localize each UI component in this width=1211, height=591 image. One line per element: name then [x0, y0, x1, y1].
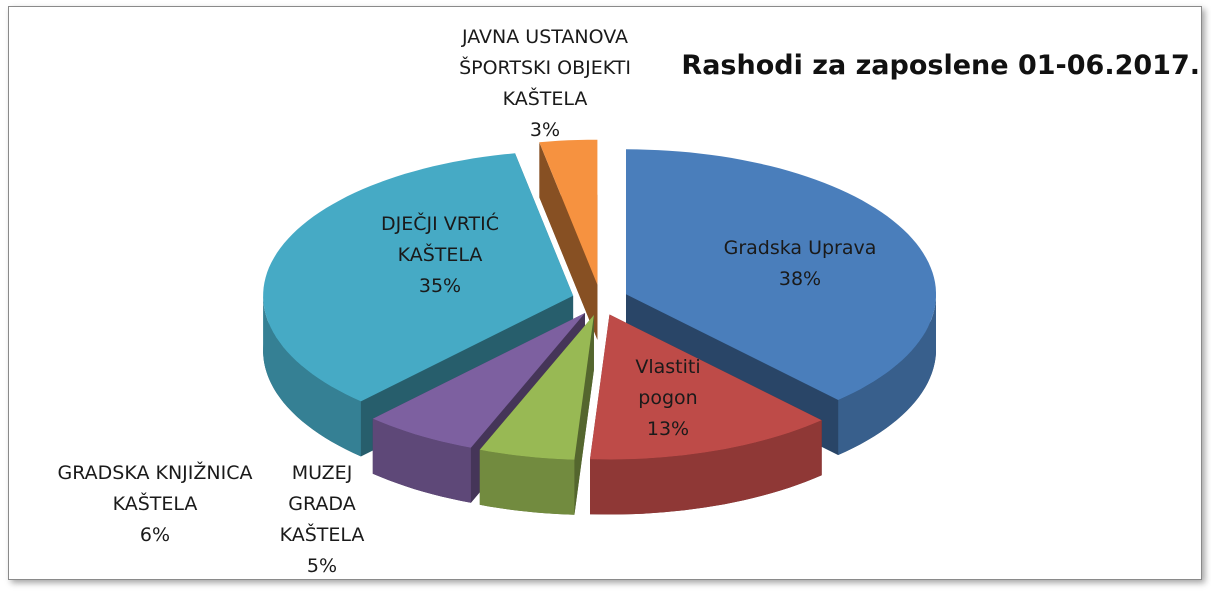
slice-outer-wall [479, 449, 575, 515]
value-label: 6% [139, 524, 171, 546]
slice-outer-wall [372, 418, 471, 503]
slice-radial-wall [539, 142, 598, 340]
value-label: 13% [646, 418, 690, 440]
slice [539, 139, 598, 340]
slice-outer-wall [263, 295, 361, 457]
slice-outer-wall [838, 294, 936, 455]
category-label: Vlastiti pogon [635, 356, 701, 409]
data-label: JAVNA USTANOVA ŠPORTSKI OBJEKTI KAŠTELA 3… [430, 22, 660, 146]
slice-top [479, 315, 594, 460]
slice-top [263, 153, 574, 402]
category-label: MUZEJ GRADA KAŠTELA [279, 462, 365, 546]
slice-top [372, 313, 585, 448]
value-label: 5% [306, 555, 338, 577]
slice-outer-wall [590, 420, 822, 515]
slice [479, 315, 594, 515]
category-label: DJEČJI VRTIĆ KAŠTELA [380, 213, 500, 266]
slice-top [539, 139, 598, 285]
slice-top [590, 314, 822, 460]
category-label: Gradska Uprava [723, 237, 877, 259]
data-label: Gradska Uprava 38% [715, 233, 885, 295]
data-label: DJEČJI VRTIĆ KAŠTELA 35% [365, 209, 515, 302]
value-label: 3% [529, 119, 561, 141]
slice-top [626, 149, 936, 400]
data-label: Vlastiti pogon 13% [613, 352, 723, 445]
value-label: 35% [418, 275, 462, 297]
data-label: GRADSKA KNJIŽNICA KAŠTELA 6% [35, 458, 275, 551]
value-label: 38% [778, 268, 822, 290]
slice [590, 314, 822, 515]
data-label: MUZEJ GRADA KAŠTELA 5% [262, 458, 382, 582]
chart-title: Rashodi za zaposlene 01-06.2017. [681, 50, 1200, 81]
category-label: JAVNA USTANOVA ŠPORTSKI OBJEKTI KAŠTELA [459, 26, 631, 110]
category-label: GRADSKA KNJIŽNICA KAŠTELA [57, 462, 253, 515]
